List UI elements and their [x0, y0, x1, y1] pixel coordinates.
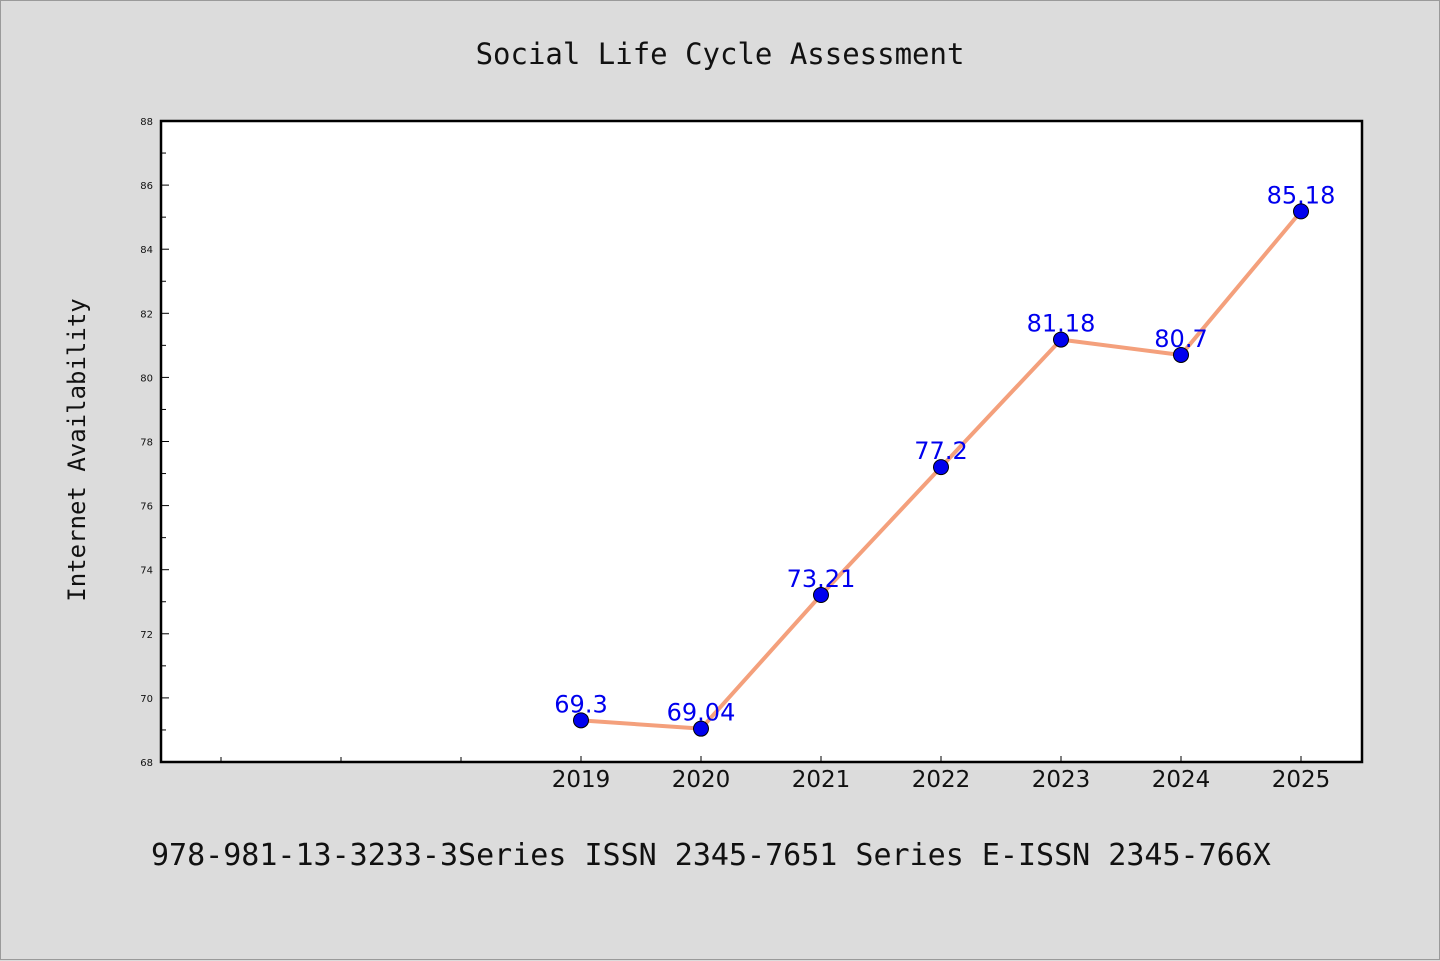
plot-frame	[159, 119, 1364, 764]
data-label: 80.7	[1154, 325, 1207, 353]
data-point-marker	[1053, 331, 1069, 348]
y-axis: 68 70 72 74 76 78 80 82 84 86 88	[140, 117, 169, 769]
y-tick-label: 88	[140, 117, 153, 128]
series-group: 69.3 69.04 73.21 77.2 81.18 80.7 85.18	[554, 181, 1336, 737]
data-point-marker	[693, 720, 709, 737]
data-point-marker	[573, 712, 589, 729]
x-axis: 2019 2020 2021 2022 2023 2024 2025	[220, 756, 1331, 793]
data-point-marker	[933, 459, 949, 476]
footer-isbn-text: 978-981-13-3233-3Series ISSN 2345-7651 S…	[151, 838, 1271, 873]
data-label: 81.18	[1027, 310, 1096, 338]
data-label: 77.2	[914, 437, 967, 465]
y-tick-label: 76	[140, 502, 153, 513]
y-tick-label: 82	[140, 309, 153, 320]
data-label: 85.18	[1267, 181, 1336, 209]
y-tick-label: 70	[140, 694, 153, 705]
x-tick-label: 2019	[552, 767, 611, 793]
data-label: 73.21	[787, 565, 856, 593]
x-tick-label: 2025	[1272, 767, 1331, 793]
data-point-marker	[1293, 203, 1309, 220]
x-tick-label: 2023	[1032, 767, 1091, 793]
x-tick-label: 2020	[672, 767, 731, 793]
y-tick-label: 84	[140, 245, 153, 256]
data-label: 69.04	[667, 699, 736, 727]
y-tick-label: 86	[140, 181, 153, 192]
x-tick-label: 2021	[792, 767, 851, 793]
y-tick-label: 80	[140, 373, 153, 384]
x-tick-label: 2022	[912, 767, 971, 793]
y-tick-label: 72	[140, 630, 153, 641]
data-point-marker	[1173, 346, 1189, 363]
data-label: 69.3	[554, 690, 607, 718]
y-tick-label: 68	[140, 758, 153, 769]
y-tick-label: 74	[140, 566, 153, 577]
y-axis-label: Internet Availability	[63, 298, 91, 601]
data-point-marker	[813, 587, 829, 604]
y-tick-label: 78	[140, 438, 153, 449]
chart-title: Social Life Cycle Assessment	[476, 37, 965, 71]
x-tick-label: 2024	[1152, 767, 1211, 793]
plot-area	[161, 121, 1362, 762]
